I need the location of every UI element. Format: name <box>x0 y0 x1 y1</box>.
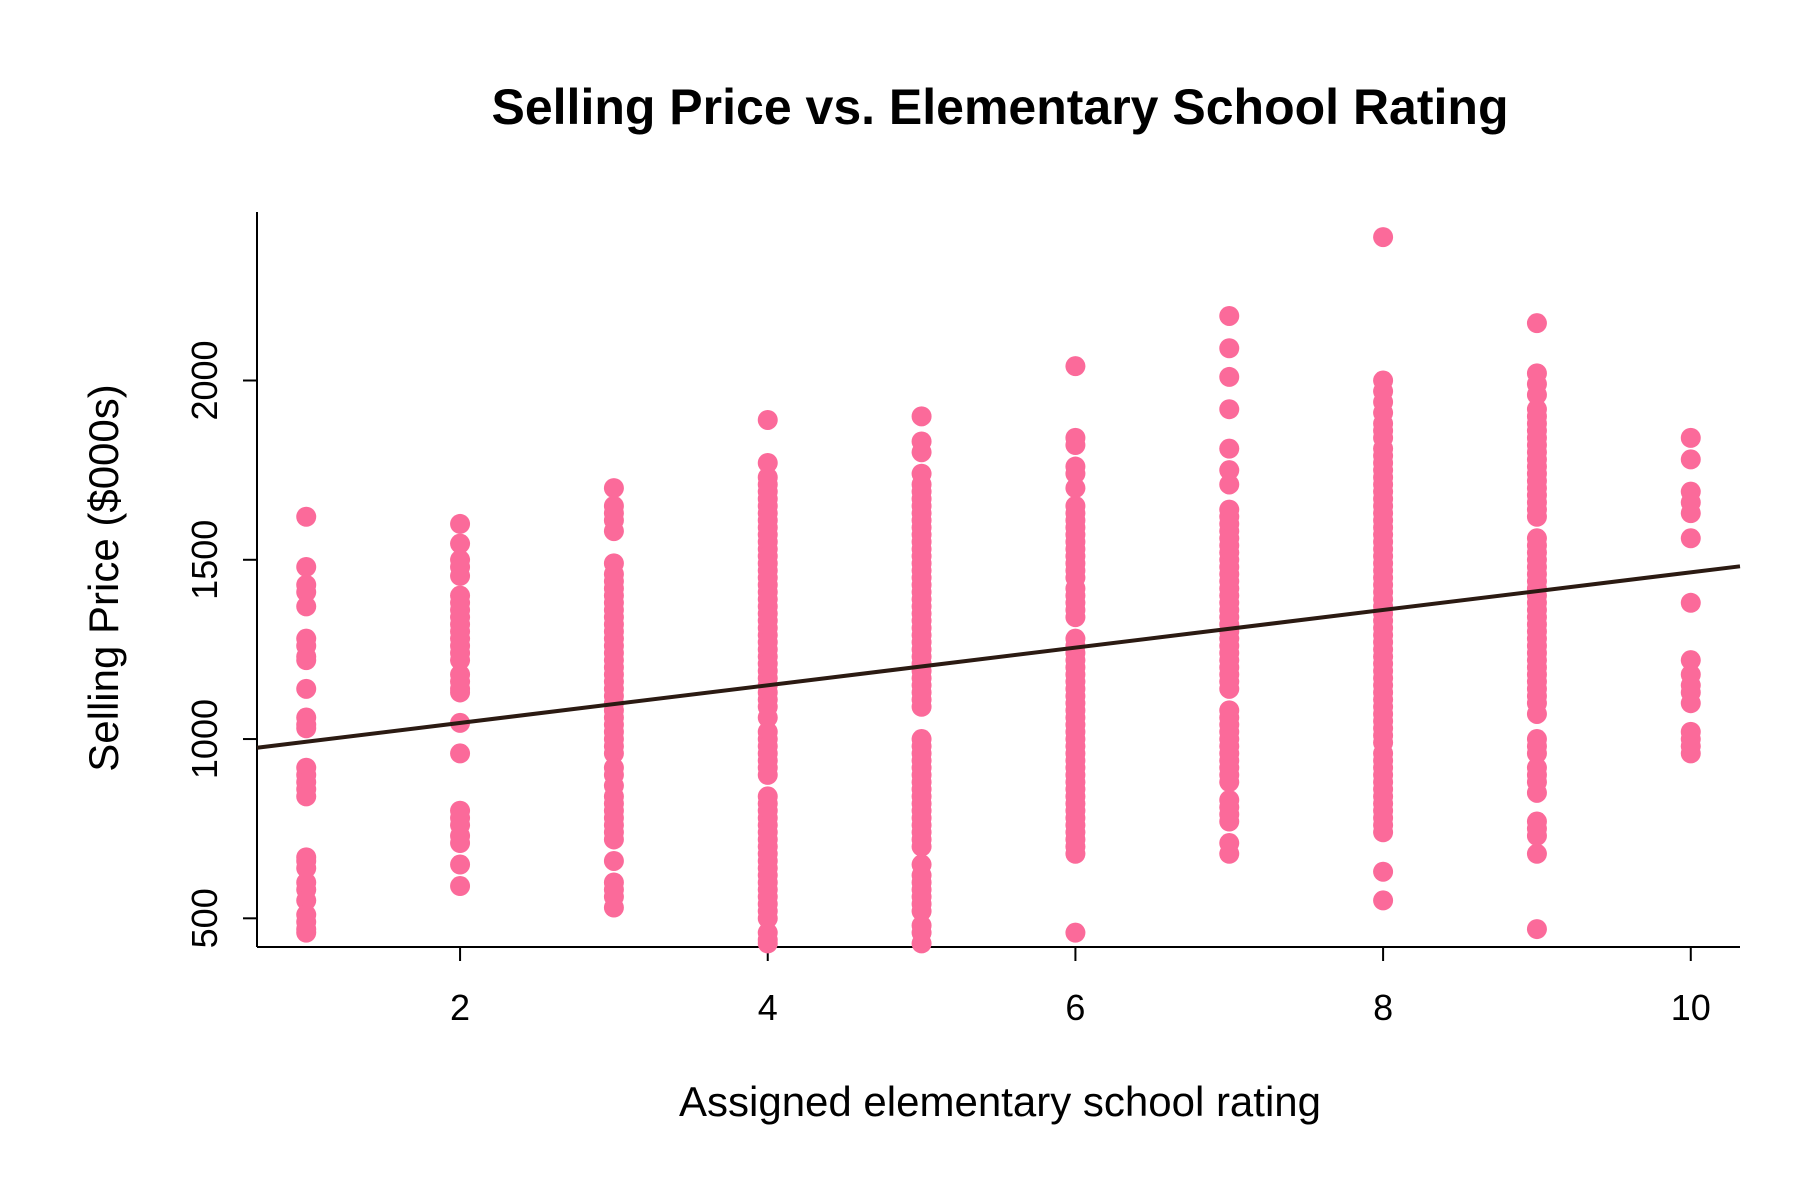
y-axis-label: Selling Price ($000s) <box>80 384 127 772</box>
data-point <box>296 890 317 911</box>
x-axis-label: Assigned elementary school rating <box>679 1078 1321 1125</box>
data-point <box>1526 743 1547 764</box>
data-point <box>1219 399 1240 420</box>
data-point <box>296 506 317 527</box>
data-point <box>1680 693 1701 714</box>
data-point <box>1680 449 1701 470</box>
data-point <box>911 933 932 954</box>
data-point <box>603 478 624 499</box>
data-point <box>1526 843 1547 864</box>
data-point <box>1219 366 1240 387</box>
x-tick-label: 6 <box>1065 987 1085 1028</box>
data-point <box>1680 528 1701 549</box>
data-point <box>1219 772 1240 793</box>
data-point <box>603 897 624 918</box>
data-point <box>1526 506 1547 527</box>
data-point <box>450 650 471 671</box>
data-point <box>1373 822 1394 843</box>
regression-line <box>256 564 1741 750</box>
data-point <box>450 565 471 586</box>
data-point <box>603 743 624 764</box>
data-point <box>757 764 778 785</box>
data-point <box>1219 843 1240 864</box>
x-tick-label: 8 <box>1373 987 1393 1028</box>
data-point <box>450 876 471 897</box>
data-point <box>450 854 471 875</box>
x-axis: 2 4 6 8 10 <box>257 946 1740 1028</box>
data-point <box>603 521 624 542</box>
data-point <box>1065 922 1086 943</box>
data-point <box>296 718 317 739</box>
data-point <box>1526 782 1547 803</box>
data-point <box>1219 678 1240 699</box>
data-point <box>296 678 317 699</box>
y-tick-label: 1500 <box>184 520 225 600</box>
data-point <box>296 858 317 879</box>
y-tick-label: 2000 <box>184 340 225 420</box>
data-point <box>603 850 624 871</box>
data-point <box>1065 607 1086 628</box>
data-point <box>296 596 317 617</box>
data-point <box>1680 427 1701 448</box>
data-point <box>1526 313 1547 334</box>
data-point <box>450 682 471 703</box>
data-point <box>1065 356 1086 377</box>
data-point <box>296 922 317 943</box>
data-point <box>1526 703 1547 724</box>
data-point <box>1373 227 1394 248</box>
data-point <box>1219 338 1240 359</box>
x-tick-label: 10 <box>1671 987 1711 1028</box>
data-point <box>1065 463 1086 484</box>
data-point <box>1219 438 1240 459</box>
data-point <box>757 933 778 954</box>
data-point <box>603 829 624 850</box>
data-point <box>1219 474 1240 495</box>
data-point <box>1526 825 1547 846</box>
data-point <box>1065 843 1086 864</box>
data-point <box>1526 384 1547 405</box>
data-point <box>296 582 317 603</box>
data-point <box>1373 861 1394 882</box>
y-tick-label: 500 <box>184 888 225 948</box>
data-point <box>450 833 471 854</box>
data-point <box>757 452 778 473</box>
x-tick-label: 2 <box>450 987 470 1028</box>
data-point <box>1219 460 1240 481</box>
data-point <box>450 743 471 764</box>
data-point <box>450 513 471 534</box>
data-point <box>1065 435 1086 456</box>
data-point <box>296 650 317 671</box>
data-point <box>911 901 932 922</box>
data-point <box>296 786 317 807</box>
data-point <box>911 836 932 857</box>
data-point <box>911 442 932 463</box>
y-tick-label: 1000 <box>184 699 225 779</box>
data-point <box>296 556 317 577</box>
data-point <box>757 707 778 728</box>
x-tick-label: 4 <box>758 987 778 1028</box>
data-point <box>1680 592 1701 613</box>
data-point <box>911 696 932 717</box>
data-point <box>1680 650 1701 671</box>
data-points <box>296 227 1701 954</box>
regression-line-group <box>256 564 1741 750</box>
data-point <box>1526 919 1547 940</box>
data-point <box>1373 890 1394 911</box>
data-point <box>757 409 778 430</box>
data-point <box>911 406 932 427</box>
data-point <box>757 908 778 929</box>
data-point <box>1219 811 1240 832</box>
data-point <box>1680 743 1701 764</box>
chart-title: Selling Price vs. Elementary School Rati… <box>492 79 1509 135</box>
data-point <box>1680 503 1701 524</box>
data-point <box>1065 478 1086 499</box>
y-axis: 500 1000 1500 2000 <box>184 212 258 948</box>
data-point <box>450 533 471 554</box>
data-point <box>1219 305 1240 326</box>
